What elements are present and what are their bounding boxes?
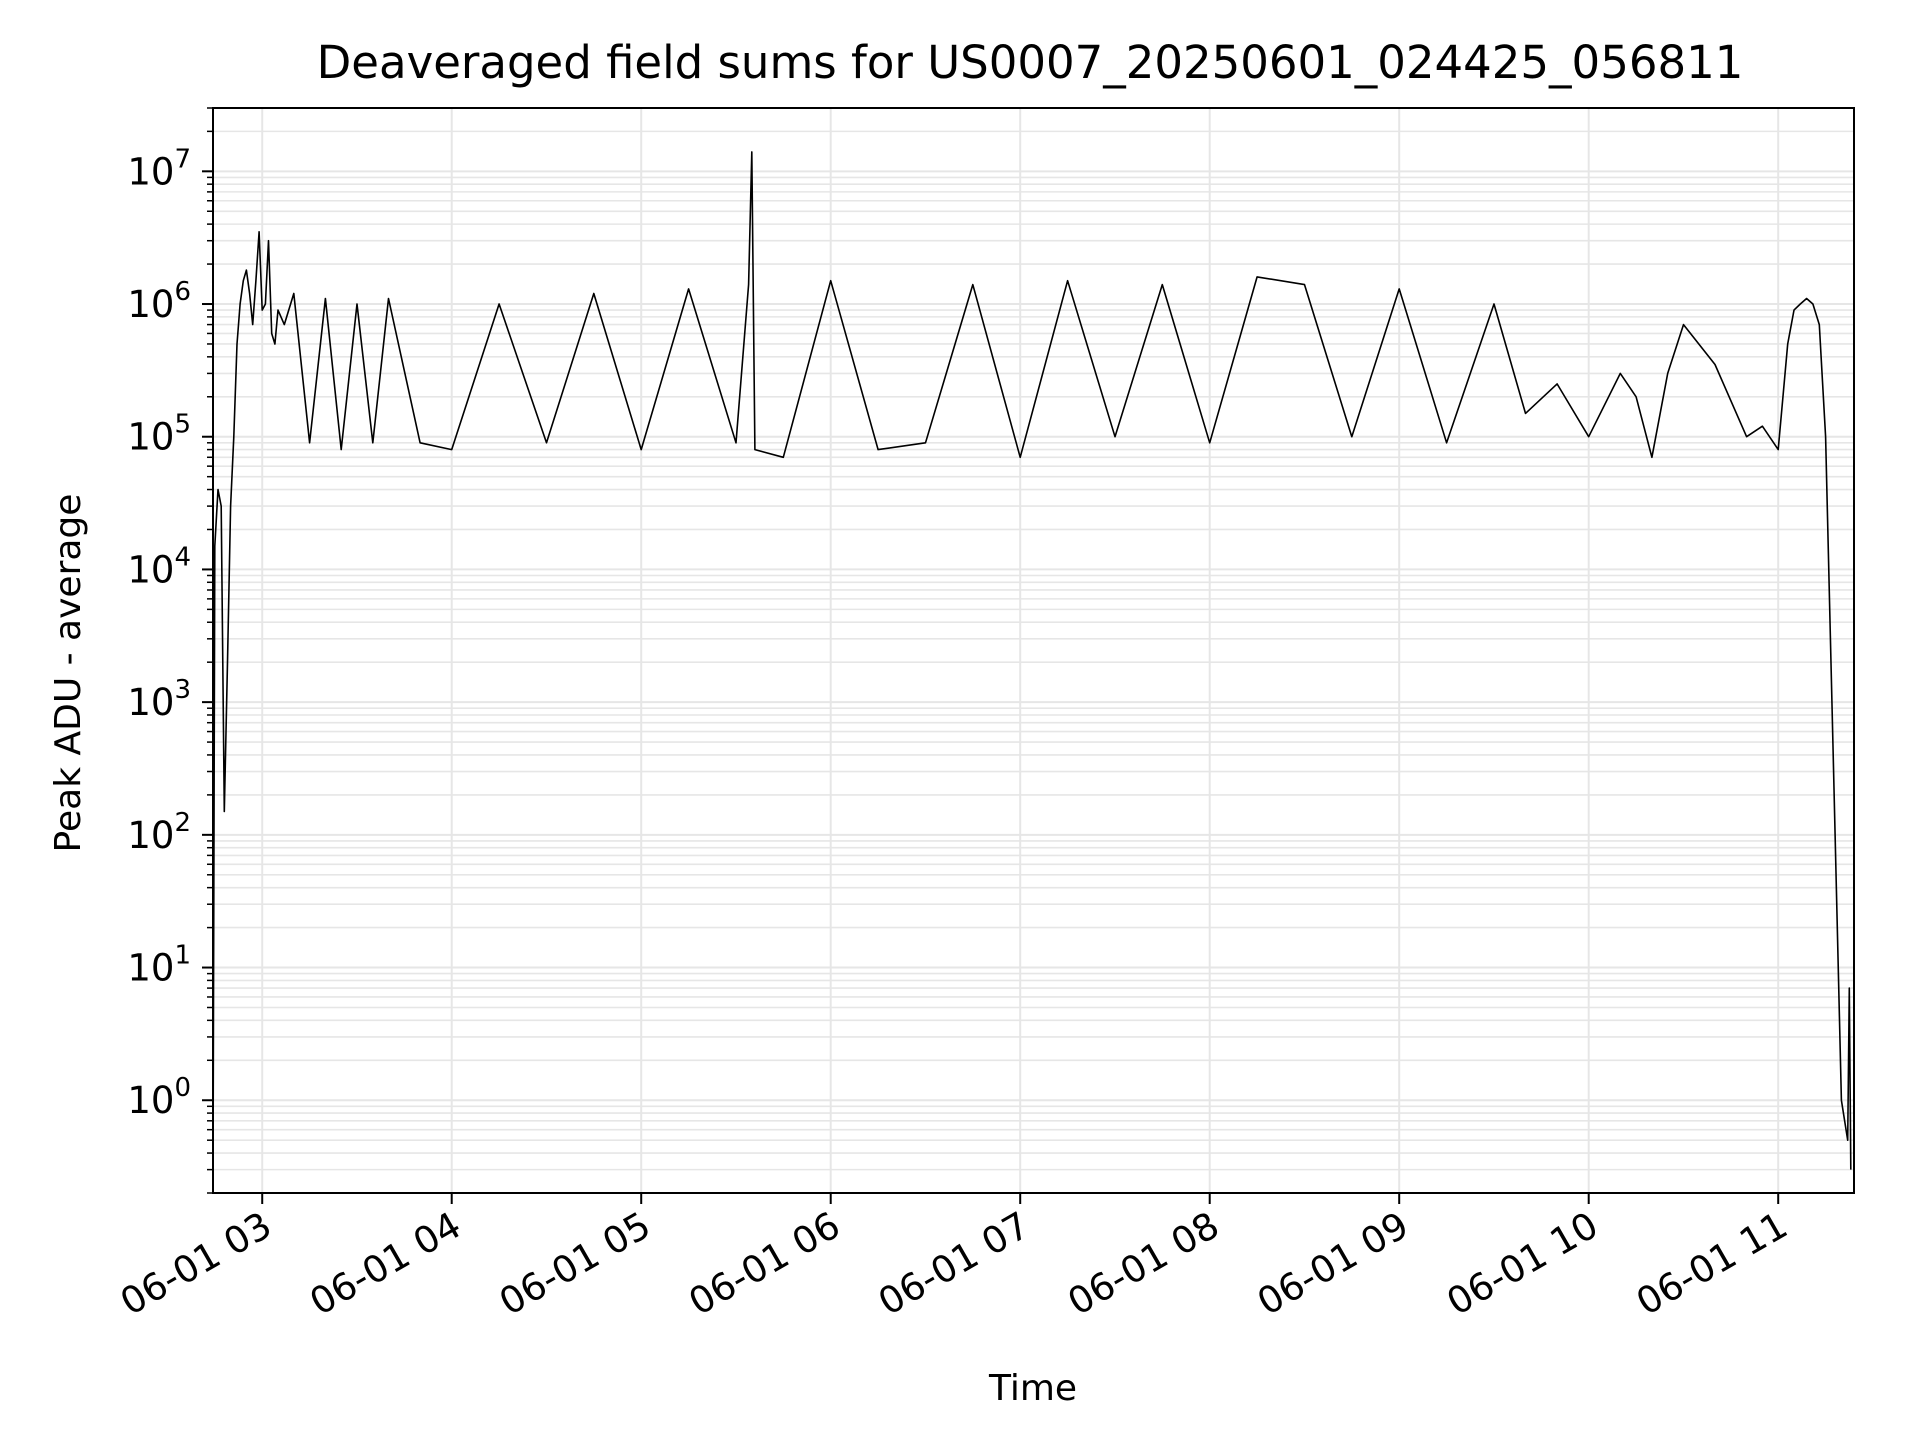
chart-title: Deaveraged field sums for US0007_2025060… [317, 36, 1744, 89]
y-tick-label: 102 [127, 808, 191, 857]
y-axis: 100 101 102 103 104 105 106 107 [127, 107, 213, 1194]
y-tick-label: 100 [127, 1073, 191, 1122]
y-tick-label: 105 [127, 410, 191, 459]
plot-area [212, 151, 1852, 1181]
y-tick-label: 107 [127, 144, 191, 193]
y-tick-label: 101 [127, 941, 191, 990]
x-axis-label: Time [988, 1368, 1077, 1409]
y-tick-label: 106 [127, 277, 191, 326]
plot-frame [212, 107, 1855, 1194]
series-line [212, 151, 1852, 1181]
y-axis-label: Peak ADU - average [48, 494, 89, 853]
y-tick-label: 104 [127, 542, 191, 591]
y-tick-label: 103 [127, 675, 191, 724]
grid [213, 107, 1854, 1194]
